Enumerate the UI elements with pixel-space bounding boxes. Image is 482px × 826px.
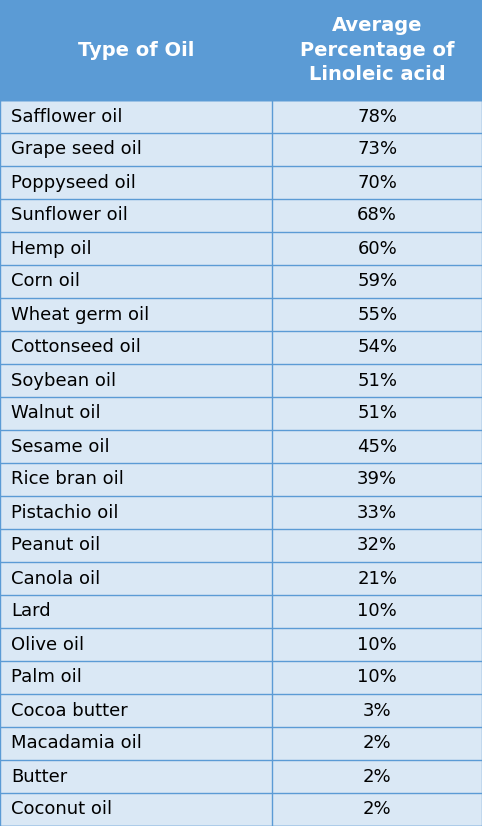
Text: Hemp oil: Hemp oil — [11, 240, 92, 258]
Text: Sunflower oil: Sunflower oil — [11, 206, 128, 225]
Text: Safflower oil: Safflower oil — [11, 107, 122, 126]
Text: 2%: 2% — [363, 800, 391, 819]
Text: Type of Oil: Type of Oil — [78, 40, 194, 59]
Bar — [0, 661, 482, 694]
Text: 45%: 45% — [357, 438, 397, 455]
Bar — [0, 364, 482, 397]
Text: 32%: 32% — [357, 537, 397, 554]
Text: Pistachio oil: Pistachio oil — [11, 504, 119, 521]
Bar — [0, 430, 482, 463]
Text: 51%: 51% — [357, 372, 397, 390]
Text: 39%: 39% — [357, 471, 397, 488]
Text: 54%: 54% — [357, 339, 397, 357]
Text: Walnut oil: Walnut oil — [11, 405, 101, 423]
Text: 3%: 3% — [363, 701, 391, 719]
Text: 55%: 55% — [357, 306, 397, 324]
Text: 68%: 68% — [357, 206, 397, 225]
Text: 51%: 51% — [357, 405, 397, 423]
Text: Grape seed oil: Grape seed oil — [11, 140, 142, 159]
Text: 73%: 73% — [357, 140, 397, 159]
Bar — [0, 265, 482, 298]
Text: Soybean oil: Soybean oil — [11, 372, 116, 390]
Text: 59%: 59% — [357, 273, 397, 291]
Text: Canola oil: Canola oil — [11, 569, 100, 587]
Text: Cottonseed oil: Cottonseed oil — [11, 339, 141, 357]
Bar — [0, 331, 482, 364]
Text: Butter: Butter — [11, 767, 67, 786]
Text: 60%: 60% — [357, 240, 397, 258]
Text: Corn oil: Corn oil — [11, 273, 80, 291]
Bar — [0, 793, 482, 826]
Text: 78%: 78% — [357, 107, 397, 126]
Bar — [0, 595, 482, 628]
Bar — [0, 760, 482, 793]
Text: 70%: 70% — [357, 173, 397, 192]
Text: Lard: Lard — [11, 602, 51, 620]
Text: 10%: 10% — [357, 668, 397, 686]
Bar — [0, 397, 482, 430]
Text: 10%: 10% — [357, 635, 397, 653]
Text: 2%: 2% — [363, 767, 391, 786]
Text: 33%: 33% — [357, 504, 397, 521]
Bar — [0, 628, 482, 661]
Text: 2%: 2% — [363, 734, 391, 752]
Bar — [0, 529, 482, 562]
Text: 21%: 21% — [357, 569, 397, 587]
Text: Average
Percentage of
Linoleic acid: Average Percentage of Linoleic acid — [300, 17, 455, 83]
Text: Poppyseed oil: Poppyseed oil — [11, 173, 136, 192]
Bar — [0, 694, 482, 727]
Bar — [0, 496, 482, 529]
Text: Olive oil: Olive oil — [11, 635, 84, 653]
Bar — [0, 727, 482, 760]
Text: 10%: 10% — [357, 602, 397, 620]
Text: Wheat germ oil: Wheat germ oil — [11, 306, 149, 324]
Text: Cocoa butter: Cocoa butter — [11, 701, 128, 719]
Bar — [0, 463, 482, 496]
Bar — [0, 100, 482, 133]
Text: Palm oil: Palm oil — [11, 668, 82, 686]
Bar — [0, 0, 482, 100]
Bar — [0, 562, 482, 595]
Text: Sesame oil: Sesame oil — [11, 438, 109, 455]
Bar — [0, 232, 482, 265]
Text: Peanut oil: Peanut oil — [11, 537, 100, 554]
Bar — [0, 199, 482, 232]
Bar — [0, 298, 482, 331]
Text: Rice bran oil: Rice bran oil — [11, 471, 124, 488]
Text: Macadamia oil: Macadamia oil — [11, 734, 142, 752]
Text: Coconut oil: Coconut oil — [11, 800, 112, 819]
Bar — [0, 166, 482, 199]
Bar — [0, 133, 482, 166]
